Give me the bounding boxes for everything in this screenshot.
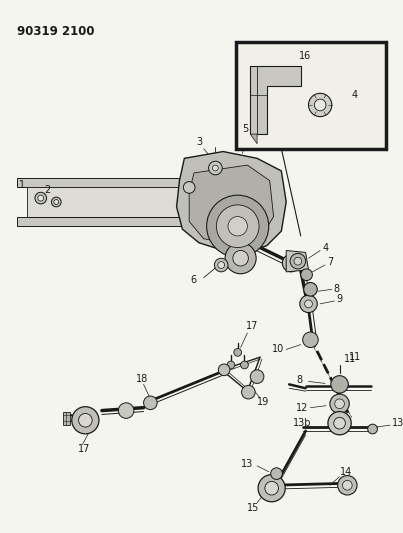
Text: 15: 15 (247, 503, 260, 513)
Circle shape (227, 361, 235, 369)
Circle shape (209, 161, 222, 175)
Circle shape (338, 475, 357, 495)
Text: 8: 8 (334, 284, 340, 294)
Polygon shape (17, 216, 189, 226)
Bar (236, 42, 386, 149)
Text: 90319 2100: 90319 2100 (17, 26, 95, 38)
Polygon shape (177, 151, 286, 253)
Text: 6: 6 (190, 274, 196, 285)
Text: 1: 1 (19, 181, 25, 190)
Text: 11: 11 (349, 352, 361, 362)
Text: 16: 16 (299, 52, 311, 61)
Circle shape (207, 195, 269, 257)
Circle shape (335, 399, 345, 409)
Text: 13: 13 (392, 418, 403, 428)
Circle shape (304, 282, 317, 296)
Text: 17: 17 (245, 321, 258, 331)
Circle shape (265, 481, 278, 495)
Polygon shape (63, 411, 70, 425)
Circle shape (54, 199, 59, 205)
Circle shape (305, 300, 312, 308)
Polygon shape (250, 134, 257, 144)
Circle shape (234, 349, 241, 356)
Circle shape (334, 417, 345, 429)
Circle shape (143, 396, 157, 409)
Circle shape (368, 424, 377, 434)
Polygon shape (286, 251, 309, 272)
Circle shape (300, 295, 317, 312)
Circle shape (216, 205, 259, 248)
Text: 5: 5 (242, 124, 249, 134)
Polygon shape (189, 165, 274, 243)
Polygon shape (27, 188, 179, 216)
Circle shape (301, 269, 312, 280)
Circle shape (250, 370, 264, 383)
Circle shape (218, 262, 224, 269)
Circle shape (35, 192, 47, 204)
Polygon shape (17, 177, 189, 188)
Circle shape (214, 259, 228, 272)
Circle shape (72, 407, 99, 434)
Circle shape (303, 332, 318, 348)
Polygon shape (250, 66, 301, 134)
Circle shape (79, 414, 92, 427)
Circle shape (343, 480, 352, 490)
Circle shape (38, 195, 44, 201)
Text: 8: 8 (296, 375, 302, 384)
Circle shape (294, 257, 302, 265)
Text: 7: 7 (327, 257, 333, 267)
Text: 10: 10 (272, 344, 284, 354)
Text: 2: 2 (45, 185, 51, 195)
Circle shape (271, 468, 283, 480)
Text: 18: 18 (136, 374, 148, 384)
Text: 9: 9 (337, 294, 343, 304)
Circle shape (328, 411, 351, 435)
Text: 13: 13 (241, 459, 253, 469)
Circle shape (52, 197, 61, 207)
Text: 12: 12 (296, 402, 308, 413)
Circle shape (290, 253, 305, 269)
Circle shape (233, 251, 248, 266)
Text: 17: 17 (78, 445, 90, 454)
Circle shape (314, 99, 326, 111)
Circle shape (287, 259, 295, 267)
Text: 19: 19 (257, 397, 269, 407)
Circle shape (331, 376, 348, 393)
Circle shape (330, 394, 349, 414)
Circle shape (241, 385, 255, 399)
Text: 13b: 13b (293, 418, 312, 428)
Circle shape (283, 254, 300, 272)
Text: 3: 3 (196, 137, 202, 147)
Circle shape (258, 474, 285, 502)
Circle shape (241, 361, 248, 369)
Circle shape (118, 403, 134, 418)
Circle shape (228, 216, 247, 236)
Circle shape (212, 165, 218, 171)
Circle shape (225, 243, 256, 274)
Text: 11: 11 (345, 354, 357, 364)
Circle shape (183, 182, 195, 193)
Circle shape (218, 364, 230, 376)
Text: 14: 14 (340, 467, 352, 477)
Text: 4: 4 (322, 243, 328, 253)
Text: 4: 4 (351, 90, 357, 100)
Circle shape (309, 93, 332, 117)
